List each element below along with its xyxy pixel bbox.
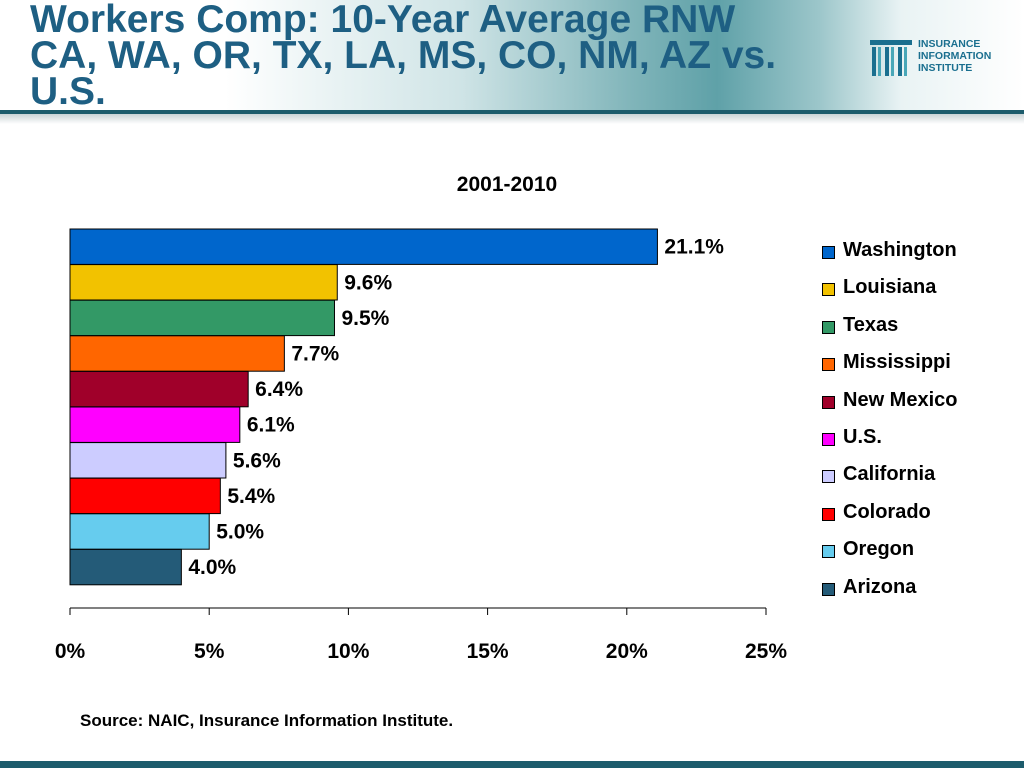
legend-swatch [822,507,835,521]
legend-label: Washington [843,239,957,261]
x-tick-label: 25% [745,640,787,663]
bar-chart: 21.1% 9.6% 9.5%7.7% 6.4% 6.1% 5.6% 5.4% 5.0% 4.0… [55,228,787,663]
legend-item: Louisiana [822,275,1022,312]
bar-louisiana [69,264,338,301]
legend-swatch [822,246,835,259]
chart-area: 2001-2010 21.1% 9.6% 9.5% 7.7% 6.4% 6.1% 5.6% 5… [0,150,1024,690]
slide-title-line-1: Workers Comp: 10-Year Average RNW [30,0,736,41]
logo-line-3: INSTITUTE [918,62,973,74]
x-tick-label: 10% [327,640,369,663]
data-label: 5.0% [216,521,264,544]
legend-label: California [843,463,936,486]
x-tick-label: 20% [606,640,648,663]
bar-colorado [69,477,221,515]
legend-label: U.S. [843,425,882,448]
legend-swatch [822,470,835,484]
header-shadow [0,114,1024,124]
legend-item: California [822,462,1022,499]
legend-item: Mississippi [822,350,1022,387]
legend-item: Colorado [822,500,1022,537]
iii-logo: INSURANCE INFORMATION INSTITUTE [870,38,1020,80]
legend-item: Oregon [822,537,1022,574]
legend-swatch [822,432,835,446]
slide-title-line-2: CA, WA, OR, TX, LA, MS, CO, NM, AZ vs. [30,34,777,77]
legend-label: Louisiana [843,276,937,299]
legend-swatch [822,545,835,559]
x-tick-label: 0% [55,640,86,663]
header-rule [0,110,1024,114]
data-label: 9.6% [344,271,392,294]
data-label: 4.0% [188,556,236,579]
bar-u-s- [69,406,241,443]
x-tick-label: 15% [467,640,509,663]
legend-label: Mississippi [843,351,951,374]
legend-item: Texas [822,313,1022,350]
iii-logo-text: INSURANCE INFORMATION INSTITUTE [918,38,1018,74]
data-label: 21.1% [664,236,724,259]
data-label: 5.6% [233,449,281,472]
legend-swatch [822,395,835,409]
legend-swatch [822,320,835,334]
data-label: 6.1% [247,414,295,437]
bar-california [69,442,227,479]
chart-title: 2001-2010 [456,173,558,196]
legend-swatch [822,283,835,297]
bar-texas [69,299,335,337]
legend-label: New Mexico [843,388,958,411]
x-tick-label: 5% [194,640,225,663]
bar-oregon [69,513,210,550]
legend-label: Arizona [843,575,917,598]
legend-item: Arizona [822,575,1022,612]
legend-label: Texas [843,313,899,336]
logo-line-2: INFORMATION [918,50,992,62]
header-band [0,0,1024,113]
logo-line-1: INSURANCE [918,38,981,50]
footer-bar [0,761,1024,768]
slide-title-line-3: U.S. [30,70,106,113]
legend-label: Colorado [843,500,931,523]
iii-logo-icon [870,40,912,76]
slide-title: Workers Comp: 10-Year Average RNW CA, WA… [30,0,850,113]
data-label: 7.7% [291,343,339,366]
data-label: 6.4% [255,378,303,401]
bar-mississippi [69,335,285,372]
legend-label: Oregon [843,538,915,561]
legend-item: Washington [822,238,1022,275]
legend-item: U.S. [822,425,1022,462]
bar-new-mexico [69,370,249,408]
bar-arizona [69,548,182,586]
legend-swatch [822,358,835,372]
data-label: 9.5% [341,307,389,330]
legend-swatch [822,582,835,596]
data-label: 5.4% [227,485,275,508]
source-note: Source: NAIC, Insurance Information Inst… [80,711,454,730]
legend-item: New Mexico [822,388,1022,425]
chart-legend: Washington Louisiana Texas Mississippi New M… [822,238,1022,612]
bar-washington [69,228,658,265]
